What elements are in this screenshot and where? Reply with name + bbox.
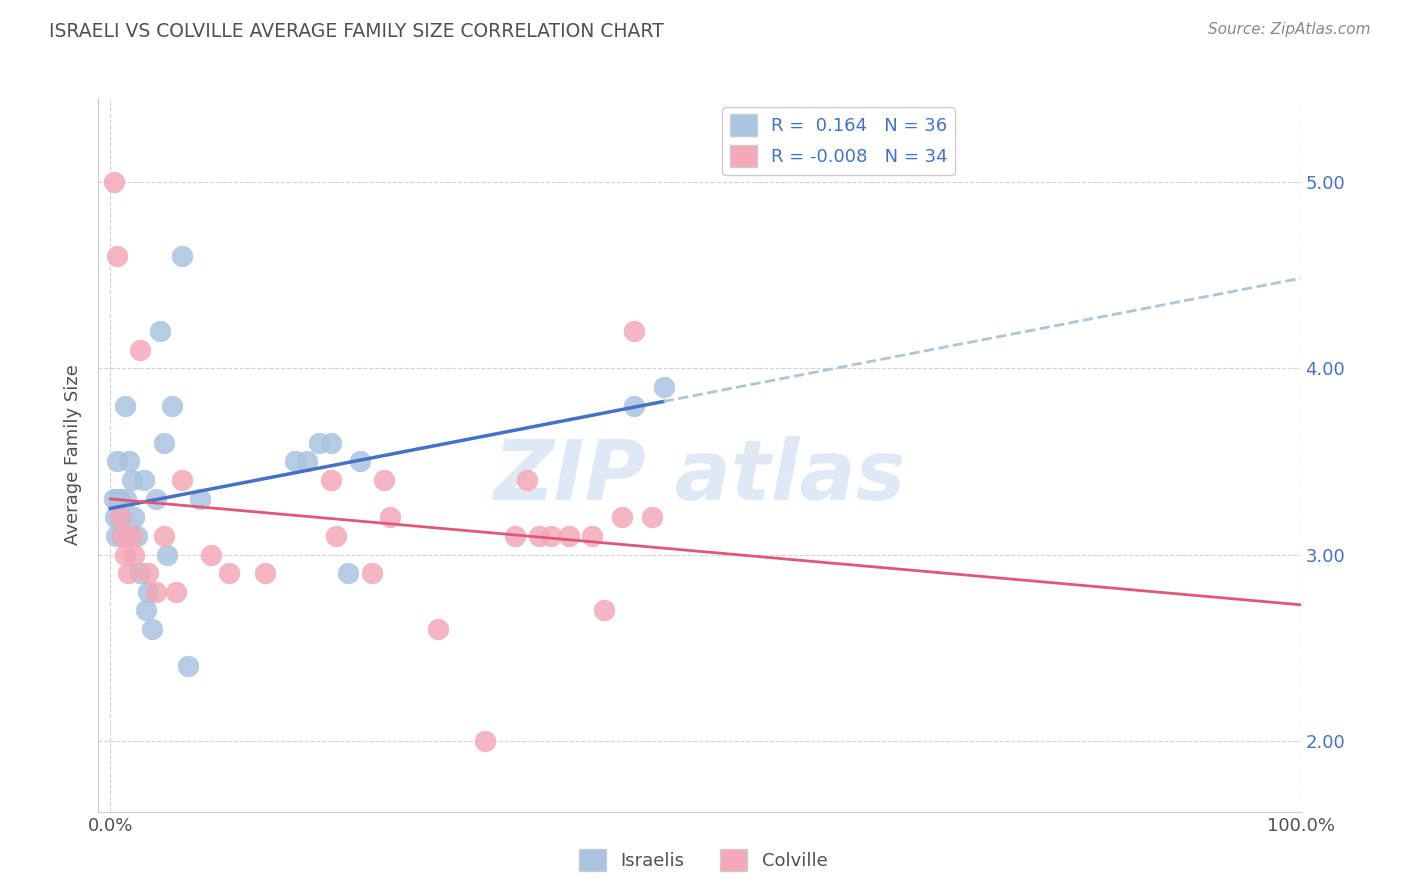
Point <box>107 250 129 264</box>
Point <box>337 566 360 581</box>
Y-axis label: Average Family Size: Average Family Size <box>65 365 83 545</box>
Point <box>170 250 193 264</box>
Point <box>111 529 134 543</box>
Point <box>165 585 187 599</box>
Point <box>108 491 131 506</box>
Point <box>145 491 167 506</box>
Point <box>114 491 136 506</box>
Point <box>188 491 211 506</box>
Point <box>122 510 145 524</box>
Point <box>610 510 633 524</box>
Point <box>349 454 371 468</box>
Text: Source: ZipAtlas.com: Source: ZipAtlas.com <box>1208 22 1371 37</box>
Point <box>153 529 176 543</box>
Point <box>378 510 401 524</box>
Point <box>145 585 167 599</box>
Point <box>117 529 139 543</box>
Point <box>103 491 125 506</box>
Point <box>319 473 342 487</box>
Point <box>107 491 129 506</box>
Point <box>132 473 155 487</box>
Point <box>474 734 496 748</box>
Point <box>623 399 645 413</box>
Point <box>652 380 675 394</box>
Point <box>373 473 395 487</box>
Point <box>104 510 127 524</box>
Point <box>118 454 141 468</box>
Point <box>361 566 384 581</box>
Point <box>254 566 277 581</box>
Point <box>129 566 152 581</box>
Point <box>527 529 550 543</box>
Point <box>581 529 603 543</box>
Point <box>149 324 172 338</box>
Point <box>138 585 160 599</box>
Point <box>114 548 136 562</box>
Point <box>295 454 318 468</box>
Point <box>426 622 449 636</box>
Text: ISRAELI VS COLVILLE AVERAGE FAMILY SIZE CORRELATION CHART: ISRAELI VS COLVILLE AVERAGE FAMILY SIZE … <box>49 22 664 41</box>
Point <box>516 473 538 487</box>
Text: ZIP atlas: ZIP atlas <box>494 436 905 516</box>
Point <box>160 399 183 413</box>
Point <box>623 324 645 338</box>
Point <box>325 529 347 543</box>
Point <box>176 659 198 673</box>
Point <box>110 510 132 524</box>
Point <box>125 529 148 543</box>
Point <box>138 566 160 581</box>
Point <box>319 435 342 450</box>
Point <box>121 473 143 487</box>
Point <box>121 529 143 543</box>
Point <box>540 529 562 543</box>
Legend: R =  0.164   N = 36, R = -0.008   N = 34: R = 0.164 N = 36, R = -0.008 N = 34 <box>723 107 955 175</box>
Point <box>111 529 134 543</box>
Point <box>156 548 179 562</box>
Point <box>135 603 157 617</box>
Point <box>114 399 136 413</box>
Point <box>170 473 193 487</box>
Point <box>557 529 579 543</box>
Point <box>308 435 330 450</box>
Point <box>153 435 176 450</box>
Point <box>593 603 616 617</box>
Legend: Israelis, Colville: Israelis, Colville <box>571 842 835 879</box>
Point <box>108 510 131 524</box>
Point <box>503 529 526 543</box>
Point <box>107 454 129 468</box>
Point <box>129 343 152 357</box>
Point <box>141 622 163 636</box>
Point <box>218 566 240 581</box>
Point <box>103 175 125 189</box>
Point <box>122 548 145 562</box>
Point <box>105 529 128 543</box>
Point <box>117 566 139 581</box>
Point <box>200 548 222 562</box>
Point <box>641 510 664 524</box>
Point <box>284 454 307 468</box>
